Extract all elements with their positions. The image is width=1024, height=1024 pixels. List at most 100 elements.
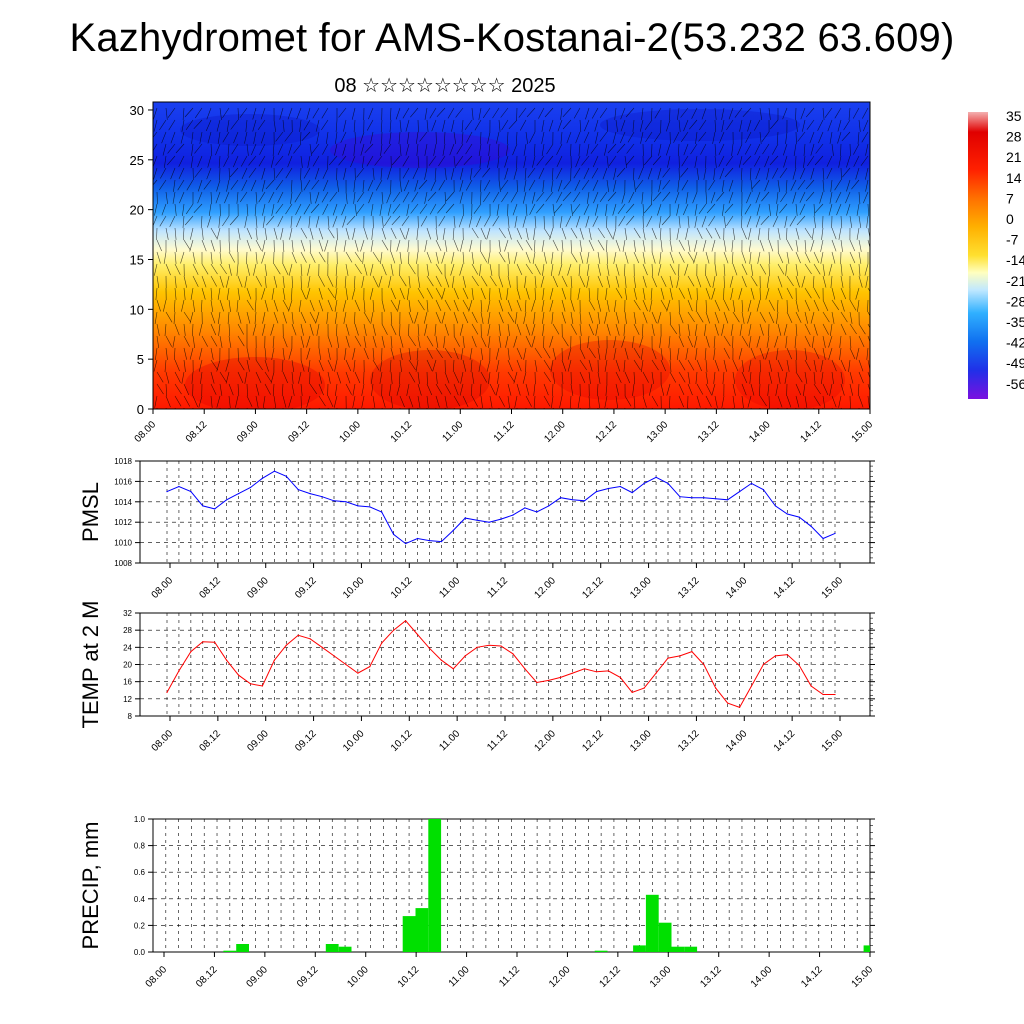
wind-barb: [840, 287, 847, 300]
wind-barb: [343, 311, 347, 324]
wind-barb: [460, 371, 464, 384]
wind-barb: [597, 335, 600, 348]
wind-barb: [399, 275, 407, 287]
wind-barb: [528, 179, 536, 191]
wind-barb: [273, 407, 275, 409]
wind-barb: [577, 395, 581, 408]
wind-barb: [748, 359, 752, 372]
wind-barb: [367, 179, 374, 192]
wind-barb: [759, 323, 764, 336]
wind-barb: [183, 323, 186, 336]
wind-barb: [867, 227, 870, 240]
wind-barb: [318, 347, 322, 360]
wind-barb: [696, 227, 703, 239]
precip-y-tick-label: 0.8: [134, 842, 146, 851]
wind-barb: [344, 275, 347, 289]
wind-barb: [507, 383, 512, 396]
wind-barb: [315, 119, 320, 132]
wind-barb: [811, 227, 815, 240]
wind-barb: [288, 143, 293, 156]
wind-barb: [478, 107, 482, 120]
wind-barb: [579, 335, 581, 349]
wind-barb: [252, 119, 257, 132]
wind-barb: [408, 347, 411, 360]
wind-barb: [777, 263, 785, 275]
wind-barb: [669, 407, 671, 409]
wind-barb: [334, 287, 338, 300]
wind-barb: [391, 215, 401, 226]
wind-barb: [669, 371, 677, 383]
wind-barb: [230, 119, 239, 130]
pmsl-x-tick-label: 13.00: [628, 575, 654, 601]
wind-barb: [516, 287, 521, 300]
wind-barb: [642, 263, 648, 276]
wind-barb: [498, 323, 501, 336]
wind-barb: [173, 179, 176, 192]
wind-barb: [498, 119, 501, 132]
wind-barb: [408, 251, 410, 265]
wind-barb: [849, 299, 857, 311]
wind-barb: [300, 251, 307, 263]
wind-barb: [714, 311, 720, 324]
wind-barb: [356, 167, 365, 178]
wind-barb: [155, 287, 158, 301]
wind-barb: [453, 383, 459, 396]
wind-barb: [343, 239, 347, 252]
wind-barb: [432, 359, 437, 372]
wind-barb: [498, 299, 504, 312]
wind-barb: [251, 143, 257, 156]
wind-barb: [828, 335, 833, 348]
wind-barb: [225, 371, 230, 384]
temp-point: [226, 659, 228, 661]
wind-barb: [678, 407, 680, 409]
wind-barb: [797, 131, 806, 142]
wind-barb: [498, 407, 500, 409]
wind-barb: [651, 107, 653, 121]
wind-barb: [254, 311, 257, 325]
wind-barb: [183, 335, 190, 347]
wind-barb: [558, 179, 563, 192]
colorbar-label: -56: [1006, 376, 1024, 392]
wind-barb: [343, 119, 347, 132]
wind-barb: [170, 131, 176, 144]
wind-barb: [424, 239, 428, 252]
wind-barb: [381, 407, 383, 409]
wind-barb: [389, 383, 392, 396]
wind-barb: [228, 395, 231, 408]
wind-barb: [570, 203, 573, 216]
wind-barb: [169, 215, 176, 227]
wind-barb: [216, 395, 221, 408]
wind-barb: [163, 299, 167, 312]
wind-barb: [154, 263, 158, 276]
wind-barb: [722, 203, 725, 216]
wind-barb: [380, 119, 383, 133]
pmsl-point: [643, 482, 645, 484]
pmsl-point: [679, 496, 681, 498]
wind-barb: [512, 143, 518, 156]
wind-barb: [210, 311, 216, 324]
wind-barb: [840, 299, 845, 312]
wind-barb: [811, 335, 815, 348]
temp-y-tick-label: 28: [123, 626, 132, 635]
wind-barb: [453, 311, 459, 324]
wind-barb: [508, 119, 518, 130]
wind-barb: [381, 299, 385, 312]
wind-barb: [561, 311, 566, 324]
wind-barb: [470, 167, 473, 180]
wind-barb: [687, 323, 691, 336]
wind-barb: [627, 131, 635, 143]
wind-barb: [265, 179, 275, 190]
wind-barb: [193, 119, 203, 130]
wind-barb: [705, 359, 708, 373]
wind-barb: [666, 383, 671, 396]
wind-barb: [704, 323, 707, 336]
wind-barb: [705, 311, 710, 324]
wind-barb: [604, 311, 608, 324]
wind-barb: [282, 347, 285, 360]
wind-barb: [156, 227, 158, 241]
wind-barb: [399, 287, 405, 300]
wind-barb: [533, 227, 536, 240]
wind-barb: [768, 263, 770, 277]
wind-barb: [801, 275, 806, 288]
wind-barb: [353, 191, 356, 204]
